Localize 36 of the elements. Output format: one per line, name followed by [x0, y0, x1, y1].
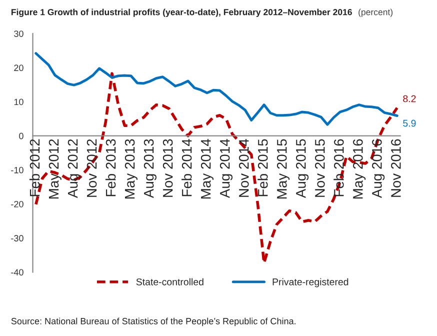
- x-tick-label: Nov 2015: [314, 139, 325, 197]
- legend-label: State-controlled: [136, 278, 204, 286]
- y-tick-label: -10: [11, 166, 24, 174]
- annotation: 5.9: [403, 120, 416, 127]
- x-tick-label: Feb 2012: [29, 139, 40, 196]
- annotation: 8.2: [403, 95, 416, 102]
- x-tick-label: Aug 2015: [296, 139, 309, 198]
- x-tick-label: Nov 2014: [238, 139, 249, 197]
- x-tick-label: May 2016: [353, 139, 366, 198]
- y-tick-label: 20: [14, 64, 24, 72]
- x-tick-label: May 2014: [200, 139, 214, 198]
- y-tick-label: -40: [11, 269, 24, 276]
- y-tick-label: 30: [14, 30, 24, 37]
- y-tick-label: 10: [14, 98, 24, 106]
- x-tick-label: Feb 2015: [258, 139, 268, 196]
- x-tick-label: Aug 2012: [68, 139, 80, 198]
- x-tick-label: Aug 2016: [372, 139, 385, 198]
- x-tick-label: Aug 2013: [144, 139, 156, 198]
- x-tick-label: May 2015: [276, 139, 290, 198]
- chart-title: Figure 1 Growth of industrial profits (year-to-date), February 2012–November 2016: [12, 8, 352, 17]
- x-tick-label: Nov 2012: [86, 139, 97, 197]
- x-tick-label: May 2013: [124, 139, 138, 198]
- y-tick-label: 0: [19, 132, 24, 140]
- y-tick-label: -20: [11, 200, 24, 208]
- x-tick-label: Feb 2014: [182, 139, 192, 196]
- chart-subtitle: (percent): [358, 8, 393, 17]
- x-tick-label: May 2012: [48, 139, 62, 198]
- line-series: [34, 52, 398, 126]
- x-tick-label: Nov 2016: [391, 139, 401, 197]
- legend-label: Private-registered: [272, 278, 348, 288]
- x-tick-label: Feb 2013: [106, 139, 116, 196]
- x-tick-label: Feb 2016: [334, 139, 344, 196]
- y-tick-label: -30: [11, 235, 24, 242]
- source-note: Source: National Bureau of Statistics of the People’s Republic of China.: [11, 318, 296, 326]
- x-tick-label: Nov 2013: [162, 139, 173, 197]
- x-tick-label: Aug 2014: [220, 139, 233, 198]
